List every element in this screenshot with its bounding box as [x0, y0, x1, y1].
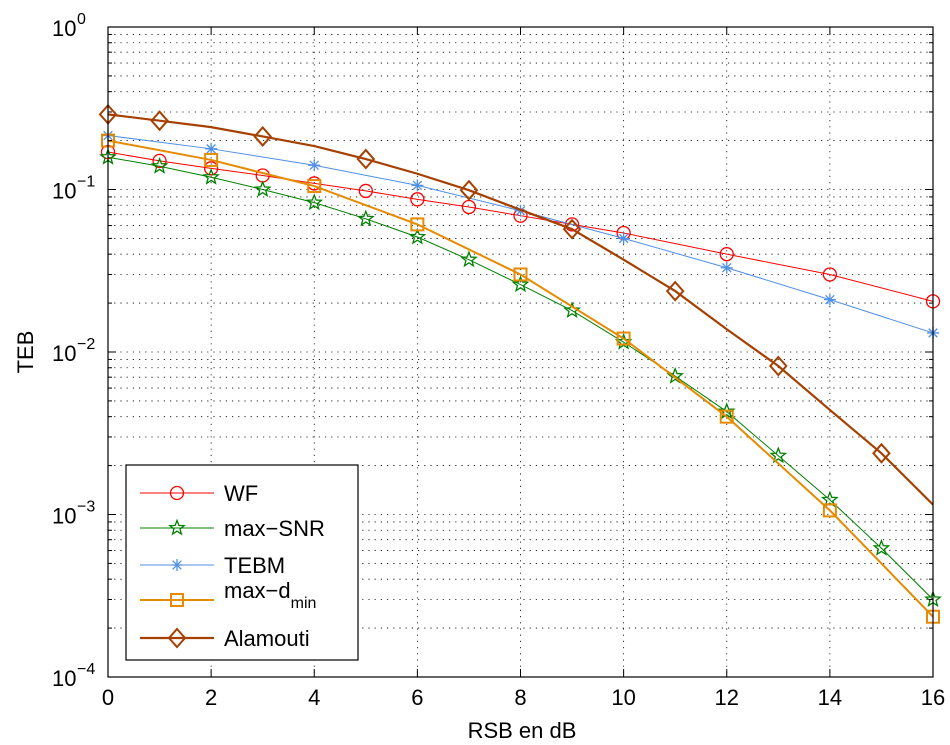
data-point — [821, 490, 839, 508]
data-point — [459, 179, 479, 201]
x-axis-label: RSB en dB — [468, 718, 577, 743]
y-axis-label: TEB — [13, 331, 38, 374]
data-point — [720, 261, 733, 274]
series-1 — [99, 147, 942, 608]
x-tick-label: 4 — [308, 685, 320, 710]
data-point — [563, 301, 581, 319]
data-point — [719, 247, 734, 262]
y-tick-label-exp: 0 — [77, 11, 86, 28]
series-4 — [98, 103, 934, 506]
data-point — [356, 209, 375, 227]
series-layer — [98, 103, 942, 624]
y-tick-label: 10 −1 — [52, 174, 95, 204]
data-point — [205, 142, 218, 155]
data-point — [410, 217, 425, 232]
y-tick-label: 10 −4 — [52, 661, 95, 691]
data-point — [665, 280, 685, 302]
y-tick-label-base: 10 — [52, 666, 76, 691]
data-point — [822, 267, 838, 282]
data-point — [511, 275, 530, 293]
x-tick-label: 0 — [102, 685, 114, 710]
x-tick-label: 16 — [921, 685, 945, 710]
data-point — [356, 148, 376, 170]
data-point — [408, 227, 427, 245]
legend-label: Alamouti — [224, 626, 310, 651]
data-point — [564, 217, 580, 232]
legend-label-subscript: min — [291, 595, 317, 612]
data-point — [410, 192, 425, 207]
data-point — [308, 159, 321, 172]
y-tick-label-exp: −2 — [77, 336, 95, 353]
series-3 — [101, 133, 940, 624]
legend-marker — [169, 485, 185, 501]
axis-ticks — [107, 26, 934, 678]
data-point — [513, 267, 528, 282]
data-point — [203, 161, 219, 176]
series-line — [107, 151, 934, 302]
x-tick-label: 6 — [411, 685, 423, 710]
data-point — [872, 538, 891, 556]
data-point — [307, 179, 322, 194]
legend-marker — [167, 627, 187, 649]
y-tick-label: 10 0 — [52, 11, 86, 41]
legend-marker — [168, 518, 186, 536]
legend-label: TEBM — [224, 553, 285, 578]
y-tick-label-exp: −1 — [77, 174, 95, 191]
data-point — [562, 218, 582, 240]
data-point — [358, 183, 373, 199]
y-tick-label-base: 10 — [52, 16, 76, 41]
legend-entry: TEBM — [140, 553, 285, 578]
legend-entry: Alamouti — [140, 626, 310, 651]
series-line — [107, 139, 934, 618]
legend-marker — [171, 559, 183, 571]
data-point — [305, 193, 324, 211]
data-point — [769, 446, 788, 464]
data-point — [202, 167, 220, 185]
series-line — [107, 113, 934, 506]
data-point — [411, 179, 424, 192]
data-point — [872, 442, 891, 464]
data-point — [823, 293, 836, 306]
legend-marker — [170, 593, 184, 607]
y-tick-label-exp: −3 — [77, 499, 95, 516]
legend-entry: max−SNR — [140, 516, 325, 541]
legend-label: max−SNR — [224, 516, 325, 541]
x-tick-label: 14 — [818, 685, 842, 710]
legend-box — [125, 464, 359, 661]
x-tick-label: 12 — [715, 685, 739, 710]
data-point — [253, 125, 273, 147]
data-point — [717, 402, 736, 420]
data-point — [152, 153, 167, 169]
data-point — [616, 331, 631, 346]
x-tick-labels: 0 2 4 6 8 10 12 14 16 — [102, 685, 945, 710]
data-point — [204, 152, 219, 167]
y-tick-label-exp: −4 — [77, 661, 95, 678]
data-point — [150, 110, 169, 132]
y-tick-label-base: 10 — [52, 504, 76, 529]
data-point — [150, 156, 169, 174]
x-tick-label: 2 — [205, 685, 217, 710]
legend-label: WF — [224, 481, 258, 506]
data-point — [253, 180, 272, 198]
x-tick-label: 10 — [611, 685, 635, 710]
legend-entry: WF — [140, 481, 258, 506]
y-tick-label: 10 −3 — [52, 499, 95, 529]
data-point — [768, 355, 788, 377]
y-tick-label-base: 10 — [52, 179, 76, 204]
y-tick-label: 10 −2 — [52, 336, 95, 366]
data-point — [822, 503, 837, 518]
series-line — [107, 156, 934, 600]
data-point — [617, 232, 630, 245]
data-point — [460, 250, 478, 268]
x-tick-label: 8 — [514, 685, 526, 710]
y-tick-label-base: 10 — [52, 341, 76, 366]
data-point — [719, 409, 734, 424]
